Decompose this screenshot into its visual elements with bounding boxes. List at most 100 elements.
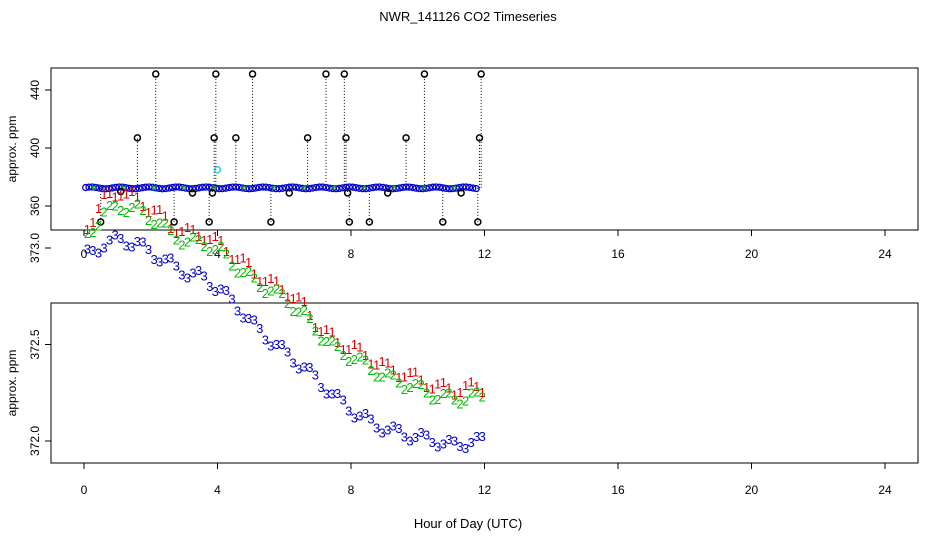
co2-point	[162, 184, 170, 193]
series-2-mark: 2	[323, 334, 330, 349]
series-3-mark: 3	[423, 427, 430, 442]
series-3-mark: 3	[217, 281, 224, 296]
series-3-mark: 3	[184, 270, 191, 285]
series-3-mark: 3	[373, 420, 380, 435]
series-3-mark: 3	[139, 235, 146, 250]
co2-point-alt	[302, 185, 307, 190]
co2-point	[168, 183, 177, 192]
series-3-mark: 3	[390, 418, 397, 433]
bottom-x-tick-label: 12	[478, 483, 492, 497]
series-3-mark: 3	[295, 362, 302, 377]
co2-point-alt	[122, 185, 127, 190]
series-1-mark: 1	[156, 202, 163, 217]
co2-point	[125, 184, 133, 192]
series-3-mark: 3	[468, 435, 475, 450]
series-3-mark: 3	[112, 228, 119, 243]
co2-point-alt	[422, 185, 427, 190]
co2-point	[365, 184, 374, 192]
co2-point	[379, 183, 387, 192]
series-2-mark: 2	[401, 382, 408, 397]
series-1-mark: 1	[434, 377, 441, 392]
series-2-mark: 2	[384, 366, 391, 381]
series-3-mark: 3	[262, 332, 269, 347]
series-3-mark: 3	[462, 441, 469, 456]
co2-point	[295, 184, 303, 192]
bottom-x-axis: 0 4 8 12 16 20 24	[81, 463, 892, 497]
co2-point-alt	[182, 185, 187, 190]
series-1-mark: 1	[290, 291, 297, 306]
series-3-mark: 3	[406, 433, 413, 448]
series-1-mark: 1	[356, 339, 363, 354]
spike-point	[345, 218, 354, 226]
spike-point	[285, 189, 294, 197]
co2-point	[375, 183, 384, 191]
spike-point	[205, 218, 213, 226]
spike-point	[475, 134, 484, 142]
series-2-mark: 2	[150, 217, 157, 232]
top-x-tick-label: 0	[81, 247, 88, 261]
series-1-mark: 1	[139, 199, 146, 214]
series-1-mark: 1	[373, 357, 380, 372]
series-2-mark: 2	[317, 334, 324, 349]
co2-point	[105, 184, 113, 193]
series-3-mark: 3	[301, 360, 308, 375]
co2-point	[312, 183, 320, 192]
series-3-mark: 3	[273, 337, 280, 352]
top-y-tick-label: 400	[28, 138, 42, 158]
series-3-mark: 3	[351, 410, 358, 425]
series-2-mark: 2	[262, 286, 269, 301]
co2-point	[225, 183, 233, 192]
series-2-mark: 2	[429, 393, 436, 408]
co2-point	[369, 183, 377, 192]
co2-point	[432, 183, 440, 191]
series-2-mark: 2	[273, 281, 280, 296]
series-2-mark: 2	[412, 376, 419, 391]
co2-point	[395, 184, 404, 192]
series-2-mark: 2	[390, 367, 397, 382]
series-2-mark: 2	[239, 265, 246, 280]
co2-point	[445, 185, 454, 193]
co2-point	[112, 183, 120, 191]
co2-point	[115, 183, 123, 191]
series-3-mark: 3	[245, 311, 252, 326]
series-2-mark: 2	[473, 384, 480, 399]
series-1-mark: 1	[223, 244, 230, 259]
co2-point	[462, 183, 470, 191]
series-2-mark: 2	[301, 303, 308, 318]
co2-point	[172, 183, 180, 191]
series-2-mark: 2	[278, 286, 285, 301]
spike-point	[267, 218, 275, 226]
series-2-mark: 2	[362, 353, 369, 368]
co2-point	[108, 184, 117, 192]
series-2-mark: 2	[234, 266, 241, 281]
co2-point	[188, 185, 197, 193]
spike-point	[133, 134, 142, 142]
co2-point	[85, 183, 93, 191]
series-1-mark: 1	[106, 186, 113, 201]
co2-point	[165, 184, 173, 192]
co2-point	[95, 184, 103, 192]
series-2-mark: 2	[417, 377, 424, 392]
spike-point	[383, 189, 392, 197]
co2-point	[288, 183, 297, 191]
co2-point	[228, 183, 237, 191]
series-1-mark: 1	[262, 274, 269, 289]
series-2-mark: 2	[334, 339, 341, 354]
co2-point	[135, 184, 143, 192]
co2-point	[399, 183, 407, 192]
co2-point	[138, 184, 147, 192]
co2-point	[205, 183, 213, 191]
spike-point	[322, 70, 330, 78]
spike-point	[232, 134, 240, 142]
series-3-mark: 3	[384, 423, 391, 438]
top-y-axis-label: approx. ppm	[5, 116, 19, 183]
series-2-mark: 2	[328, 333, 335, 348]
series-3-mark: 3	[150, 252, 157, 267]
series-1-mark: 1	[134, 189, 141, 204]
series-1-mark: 1	[256, 274, 263, 289]
spike-point	[340, 70, 349, 78]
series-2-mark: 2	[451, 393, 458, 408]
co2-point	[98, 184, 107, 193]
series-2-mark: 2	[106, 198, 113, 213]
series-2-mark: 2	[123, 205, 130, 220]
